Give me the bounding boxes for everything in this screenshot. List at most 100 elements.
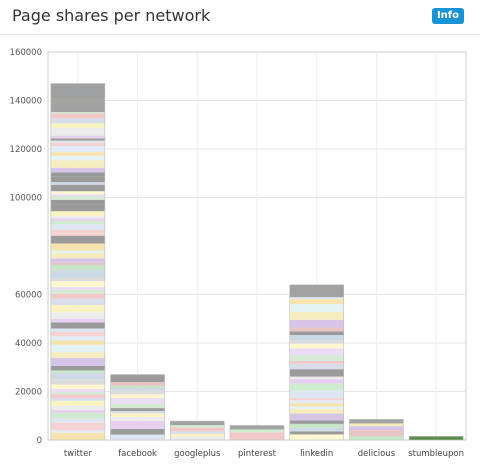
y-tick-label: 160000 <box>10 48 42 58</box>
bar-segment <box>50 167 105 173</box>
bar-segment <box>50 340 105 345</box>
bar-segment <box>50 344 105 353</box>
bar-segment <box>50 312 105 319</box>
bar-segment <box>50 412 105 419</box>
bar-segment <box>349 430 404 437</box>
bar-segment <box>289 348 344 356</box>
bar-outline <box>110 374 165 441</box>
bar-segment <box>50 111 105 114</box>
bar-segment <box>110 421 165 430</box>
bar-segment <box>110 374 165 380</box>
panel-header: Page shares per network Info <box>0 0 480 35</box>
y-tick-label: 40000 <box>15 339 42 349</box>
bar-segment <box>289 427 344 432</box>
bar-segment <box>50 277 105 282</box>
bar-segment <box>170 436 225 440</box>
bar-segment <box>289 284 344 298</box>
bar-segment <box>50 113 105 119</box>
bar-twitter[interactable] <box>50 83 106 441</box>
bar-segment <box>50 322 105 329</box>
bar-segment <box>110 387 165 391</box>
bar-segment <box>50 270 105 278</box>
bar-segment <box>50 328 105 332</box>
bar-segment <box>50 398 105 401</box>
bar-segment <box>289 434 344 440</box>
bar-outline <box>50 83 106 441</box>
x-tick-label-pinterest: pinterest <box>238 449 277 459</box>
bar-facebook[interactable] <box>110 374 165 441</box>
bar-googleplus[interactable] <box>169 420 225 441</box>
bar-outline <box>289 284 345 441</box>
bar-segment <box>50 194 105 197</box>
bar-segment <box>50 400 105 406</box>
bars <box>50 83 464 441</box>
x-tick-label-facebook: facebook <box>118 449 157 459</box>
y-tick-label: 0 <box>37 436 42 446</box>
bar-segment <box>289 420 344 424</box>
bar-segment <box>110 429 165 435</box>
bar-outline <box>169 420 225 441</box>
y-tick-label: 60000 <box>15 291 42 301</box>
bar-segment <box>50 229 105 236</box>
bar-segment <box>289 369 344 377</box>
x-tick-label-linkedin: linkedin <box>300 449 333 459</box>
bar-segment <box>50 379 105 385</box>
info-button[interactable]: Info <box>431 8 464 24</box>
bar-segment <box>289 376 344 380</box>
bar-pinterest[interactable] <box>229 425 285 441</box>
bar-segment <box>50 199 105 205</box>
bar-segment <box>110 390 165 395</box>
bar-outline <box>408 436 464 441</box>
bar-stumbleupon[interactable] <box>408 436 464 441</box>
bar-segment <box>50 127 105 136</box>
bar-segment <box>349 419 404 424</box>
bar-segment <box>50 358 105 367</box>
bar-linkedin[interactable] <box>289 284 345 441</box>
bar-segment <box>50 250 105 254</box>
bar-segment <box>50 196 105 200</box>
y-axis-ticks: 0 20000 40000 60000 100000 120000 140000 160000 <box>10 48 42 446</box>
bar-segment <box>50 204 105 212</box>
bar-segment <box>50 243 105 251</box>
y-tick-label: 20000 <box>15 388 42 398</box>
bar-segment <box>50 430 105 433</box>
bar-segment <box>289 343 344 349</box>
bar-segment <box>289 335 344 341</box>
bar-segment <box>289 406 344 410</box>
bar-segment <box>289 298 344 305</box>
bar-segment <box>50 216 105 219</box>
bar-segment <box>170 427 225 432</box>
bar-segment <box>50 135 105 139</box>
bar-segment <box>50 432 105 440</box>
y-tick-label: 100000 <box>10 194 42 204</box>
bar-segment <box>349 422 404 427</box>
bar-segment <box>289 390 344 399</box>
bar-segment <box>50 318 105 323</box>
bar-segment <box>289 327 344 332</box>
bar-segment <box>289 304 344 312</box>
bar-segment <box>50 218 105 222</box>
bar-segment <box>289 379 344 384</box>
bar-segment <box>110 385 165 388</box>
bar-outline <box>349 419 404 441</box>
bar-segment <box>50 235 105 244</box>
bar-segment <box>289 398 344 401</box>
bar-segment <box>50 392 105 395</box>
x-tick-label-delicious: delicious <box>358 449 396 459</box>
bar-segment <box>50 293 105 299</box>
x-tick-label-stumbleupon: stumbleupon <box>408 449 464 459</box>
bar-segment <box>289 340 344 344</box>
bar-segment <box>50 176 105 183</box>
bar-segment <box>50 287 105 291</box>
bar-segment <box>349 436 404 440</box>
bar-segment <box>110 394 165 398</box>
bar-segment <box>170 433 225 437</box>
bar-segment <box>50 290 105 294</box>
bar-segment <box>110 434 165 440</box>
y-tick-label: 140000 <box>10 97 42 107</box>
bar-segment <box>50 138 105 141</box>
bar-segment <box>289 360 344 364</box>
bar-delicious[interactable] <box>349 419 404 441</box>
bar-segment <box>50 146 105 153</box>
bar-segment <box>289 355 344 361</box>
